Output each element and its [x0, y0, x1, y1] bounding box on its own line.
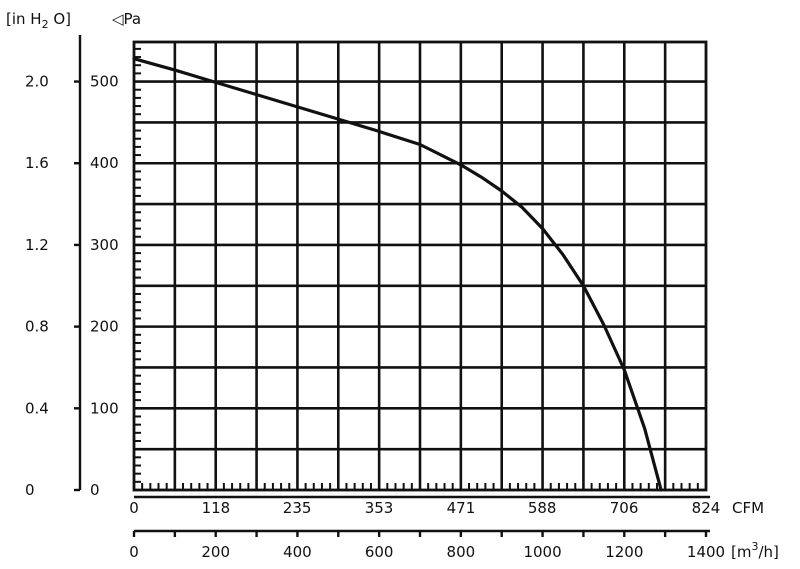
y2-tick-label: 0.8 [25, 318, 49, 336]
y2-tick-label: 1.2 [25, 236, 49, 254]
x-tick-label: 1200 [605, 543, 643, 561]
y-tick-label: 400 [90, 154, 119, 172]
performance-curve [132, 57, 663, 492]
y-tick-label: 0 [90, 481, 100, 499]
x-tick-label: 1000 [523, 543, 561, 561]
x-tick-label: 800 [447, 543, 476, 561]
curve-layer [132, 57, 663, 492]
y-tick-label: 500 [90, 73, 119, 91]
y2-axis-unit: [in H2 O] [6, 10, 71, 31]
x-tick-label: 0 [129, 543, 139, 561]
y-tick-label: 300 [90, 236, 119, 254]
x-tick-label: 1400 [687, 543, 725, 561]
x2-tick-label: 588 [528, 499, 557, 517]
y2-tick-label: 1.6 [25, 154, 49, 172]
grid [132, 40, 708, 492]
x2-tick-label: 0 [129, 499, 139, 517]
y-tick-label: 100 [90, 399, 119, 417]
y2-tick-label: 0.4 [25, 399, 49, 417]
labels: 0 100 200 300 400 500 0 0.4 0.8 1.2 1.6 2.0 0 118 235 3… [25, 73, 725, 561]
y2-tick-label: 2.0 [25, 73, 49, 91]
x-tick-label: 200 [201, 543, 230, 561]
y-tick-label: 200 [90, 318, 119, 336]
x2-tick-label: 118 [202, 499, 231, 517]
x2-tick-label: 824 [692, 499, 721, 517]
y2-tick-label: 0 [25, 481, 35, 499]
plot-frame [132, 40, 708, 492]
minor-ticks [134, 47, 699, 490]
x-axis-unit: [m3/h] [731, 540, 779, 561]
x2-axis-unit: CFM [732, 499, 764, 517]
x2-tick-label: 353 [365, 499, 394, 517]
x-tick-label: 600 [365, 543, 394, 561]
axes [74, 35, 710, 537]
x2-tick-label: 706 [610, 499, 639, 517]
y-axis-unit: ◁Pa [112, 10, 141, 28]
x2-tick-label: 471 [447, 499, 476, 517]
x2-tick-label: 235 [283, 499, 312, 517]
x-tick-label: 400 [283, 543, 312, 561]
